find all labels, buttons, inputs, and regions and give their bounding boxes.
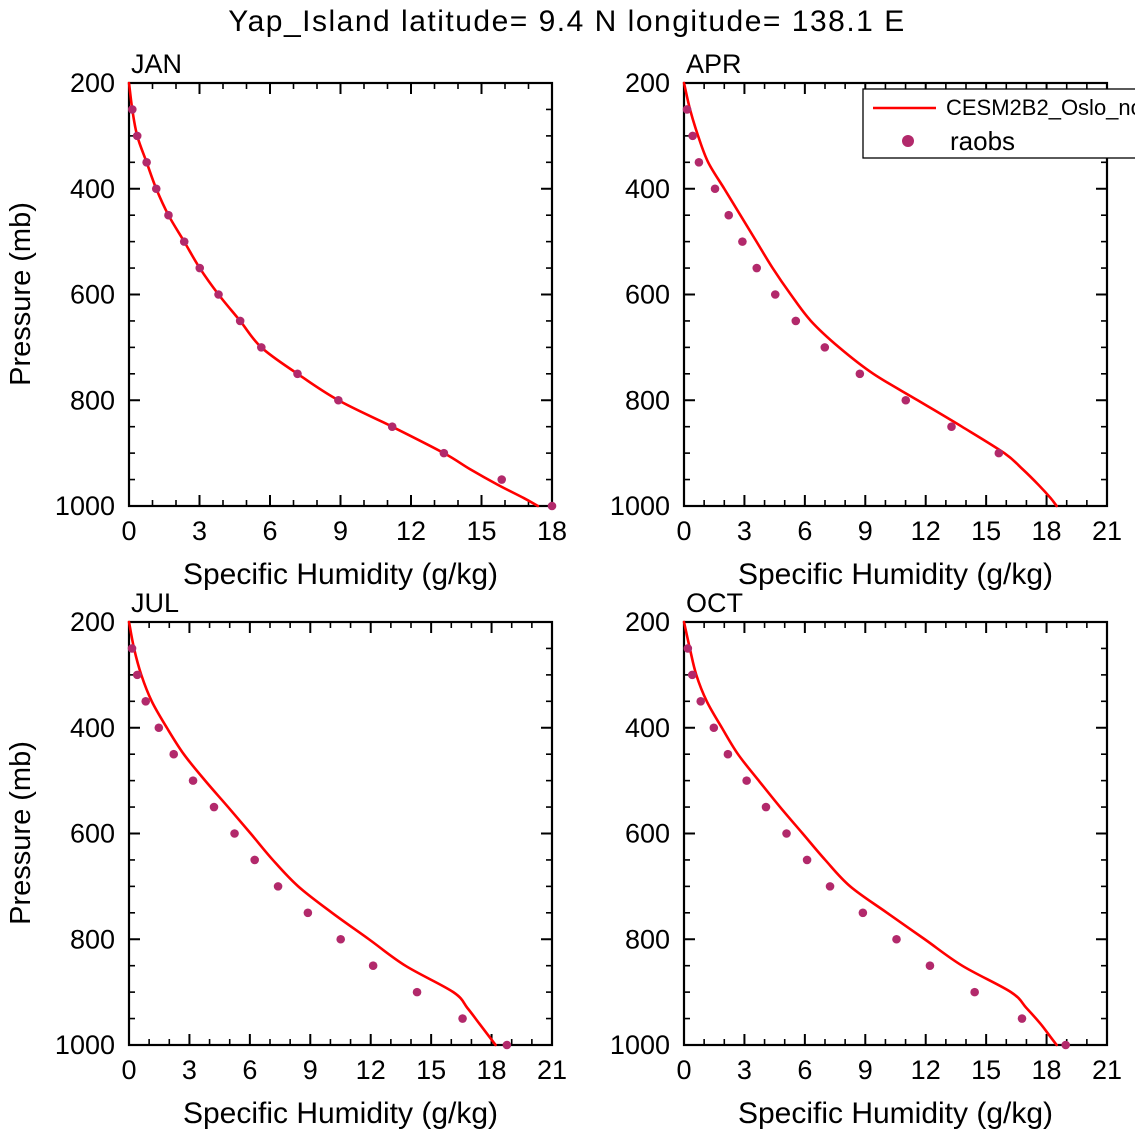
svg-text:15: 15 bbox=[466, 516, 496, 546]
svg-text:1000: 1000 bbox=[55, 491, 115, 521]
svg-text:Pressure (mb): Pressure (mb) bbox=[5, 741, 37, 925]
svg-text:600: 600 bbox=[625, 819, 670, 849]
svg-text:3: 3 bbox=[182, 1055, 197, 1085]
svg-text:18: 18 bbox=[1032, 1055, 1062, 1085]
svg-text:600: 600 bbox=[70, 819, 115, 849]
svg-text:12: 12 bbox=[911, 516, 941, 546]
svg-text:21: 21 bbox=[537, 1055, 567, 1085]
svg-text:12: 12 bbox=[911, 1055, 941, 1085]
svg-text:600: 600 bbox=[625, 280, 670, 310]
svg-text:9: 9 bbox=[858, 1055, 873, 1085]
svg-text:18: 18 bbox=[1032, 516, 1062, 546]
svg-text:Specific Humidity (g/kg): Specific Humidity (g/kg) bbox=[183, 1097, 498, 1130]
svg-text:JAN: JAN bbox=[131, 49, 182, 79]
svg-text:6: 6 bbox=[797, 1055, 812, 1085]
svg-text:6: 6 bbox=[797, 516, 812, 546]
svg-text:15: 15 bbox=[416, 1055, 446, 1085]
svg-text:200: 200 bbox=[625, 68, 670, 98]
svg-text:1000: 1000 bbox=[610, 1030, 670, 1060]
svg-text:Specific Humidity (g/kg): Specific Humidity (g/kg) bbox=[183, 558, 498, 591]
svg-text:12: 12 bbox=[396, 516, 426, 546]
svg-text:21: 21 bbox=[1092, 1055, 1122, 1085]
svg-text:15: 15 bbox=[971, 1055, 1001, 1085]
svg-text:1000: 1000 bbox=[55, 1030, 115, 1060]
svg-text:6: 6 bbox=[262, 516, 277, 546]
svg-text:Pressure (mb): Pressure (mb) bbox=[5, 202, 37, 386]
svg-text:9: 9 bbox=[333, 516, 348, 546]
svg-text:400: 400 bbox=[70, 713, 115, 743]
svg-text:12: 12 bbox=[356, 1055, 386, 1085]
svg-text:600: 600 bbox=[70, 280, 115, 310]
svg-text:400: 400 bbox=[70, 174, 115, 204]
svg-text:400: 400 bbox=[625, 713, 670, 743]
svg-text:9: 9 bbox=[303, 1055, 318, 1085]
svg-text:18: 18 bbox=[477, 1055, 507, 1085]
svg-text:OCT: OCT bbox=[686, 588, 743, 618]
svg-text:21: 21 bbox=[1092, 516, 1122, 546]
svg-text:200: 200 bbox=[70, 607, 115, 637]
svg-text:0: 0 bbox=[121, 1055, 136, 1085]
svg-text:400: 400 bbox=[625, 174, 670, 204]
svg-text:0: 0 bbox=[676, 516, 691, 546]
svg-text:200: 200 bbox=[625, 607, 670, 637]
svg-text:800: 800 bbox=[70, 924, 115, 954]
svg-text:JUL: JUL bbox=[131, 588, 179, 618]
svg-text:800: 800 bbox=[625, 385, 670, 415]
svg-text:0: 0 bbox=[121, 516, 136, 546]
svg-text:Specific Humidity (g/kg): Specific Humidity (g/kg) bbox=[738, 1097, 1053, 1130]
svg-text:800: 800 bbox=[70, 385, 115, 415]
svg-text:800: 800 bbox=[625, 924, 670, 954]
svg-text:15: 15 bbox=[971, 516, 1001, 546]
svg-text:1000: 1000 bbox=[610, 491, 670, 521]
svg-text:Yap_Island latitude= 9.4 N: Yap_Island latitude= 9.4 N longitude= 13… bbox=[228, 5, 905, 38]
svg-text:Specific Humidity (g/kg): Specific Humidity (g/kg) bbox=[738, 558, 1053, 591]
svg-text:raobs: raobs bbox=[950, 126, 1015, 156]
svg-text:9: 9 bbox=[858, 516, 873, 546]
svg-text:APR: APR bbox=[686, 49, 742, 79]
svg-text:3: 3 bbox=[737, 516, 752, 546]
svg-text:6: 6 bbox=[242, 1055, 257, 1085]
svg-text:18: 18 bbox=[537, 516, 567, 546]
svg-text:3: 3 bbox=[737, 1055, 752, 1085]
svg-text:3: 3 bbox=[192, 516, 207, 546]
svg-text:0: 0 bbox=[676, 1055, 691, 1085]
svg-text:200: 200 bbox=[70, 68, 115, 98]
svg-text:CESM2B2_Oslo_noresm2: CESM2B2_Oslo_noresm2 bbox=[946, 95, 1135, 120]
